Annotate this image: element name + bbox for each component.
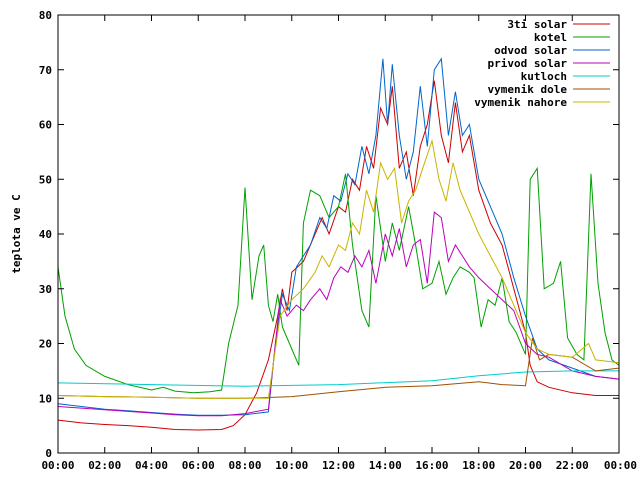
x-tick-label: 06:00 (182, 459, 215, 472)
x-tick-label: 20:00 (509, 459, 542, 472)
legend-label: vymenik nahore (474, 96, 567, 109)
x-tick-label: 12:00 (322, 459, 355, 472)
y-axis-label: teplota ve C (10, 194, 23, 273)
x-tick-label: 14:00 (369, 459, 402, 472)
series-line-7 (57, 138, 620, 399)
y-tick-label: 60 (39, 119, 52, 132)
y-tick-label: 80 (39, 9, 52, 22)
x-tick-label: 00:00 (604, 459, 637, 472)
y-tick-label: 10 (39, 392, 52, 405)
legend-label: 3ti solar (507, 18, 567, 31)
x-tick-label: 00:00 (41, 459, 74, 472)
legend-label: odvod solar (494, 44, 567, 57)
legend-label: privod solar (488, 57, 568, 70)
series-line-2 (57, 166, 620, 394)
series-line-4 (57, 211, 620, 417)
y-tick-label: 40 (39, 228, 52, 241)
x-tick-label: 22:00 (556, 459, 589, 472)
x-tick-label: 02:00 (88, 459, 121, 472)
series-line-5 (57, 370, 619, 387)
x-tick-label: 10:00 (275, 459, 308, 472)
x-axis-ticks: 00:00 02:00 04:00 06:00 08:00 10:00 12:00 14:00… (41, 15, 637, 472)
y-tick-label: 50 (39, 173, 52, 186)
legend-label: kutloch (521, 70, 567, 83)
x-tick-label: 04:00 (135, 459, 168, 472)
y-axis-ticks: 0 10 20 30 40 50 60 70 80 (39, 9, 619, 460)
y-tick-label: 0 (45, 447, 52, 460)
legend-label: vymenik dole (488, 83, 568, 96)
x-tick-label: 18:00 (462, 459, 495, 472)
y-tick-label: 30 (39, 283, 52, 296)
y-tick-label: 70 (39, 64, 52, 77)
y-tick-label: 20 (39, 338, 52, 351)
x-tick-label: 08:00 (228, 459, 261, 472)
series-line-1 (57, 80, 619, 431)
series-layer (57, 57, 620, 431)
legend-label: kotel (534, 31, 567, 44)
x-tick-label: 16:00 (415, 459, 448, 472)
series-line-3 (57, 57, 620, 416)
